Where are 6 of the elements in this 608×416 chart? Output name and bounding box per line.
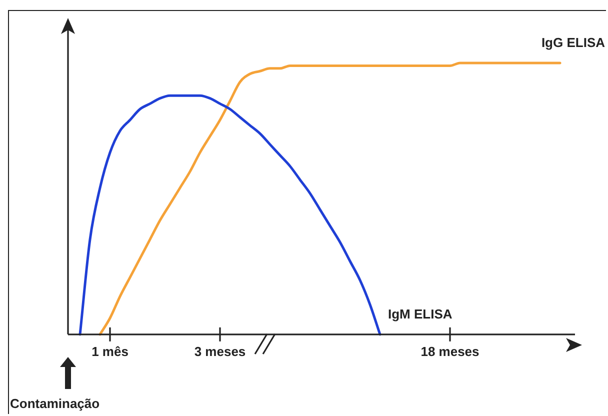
series-label: IgG ELISA [541, 35, 606, 50]
x-tick-label: 18 meses [420, 344, 480, 359]
x-tick-label: 1 mês [92, 344, 128, 359]
series-label: IgM ELISA [388, 306, 453, 322]
text: Contaminação [10, 396, 100, 411]
x-tick-label: 3 meses [194, 344, 246, 359]
